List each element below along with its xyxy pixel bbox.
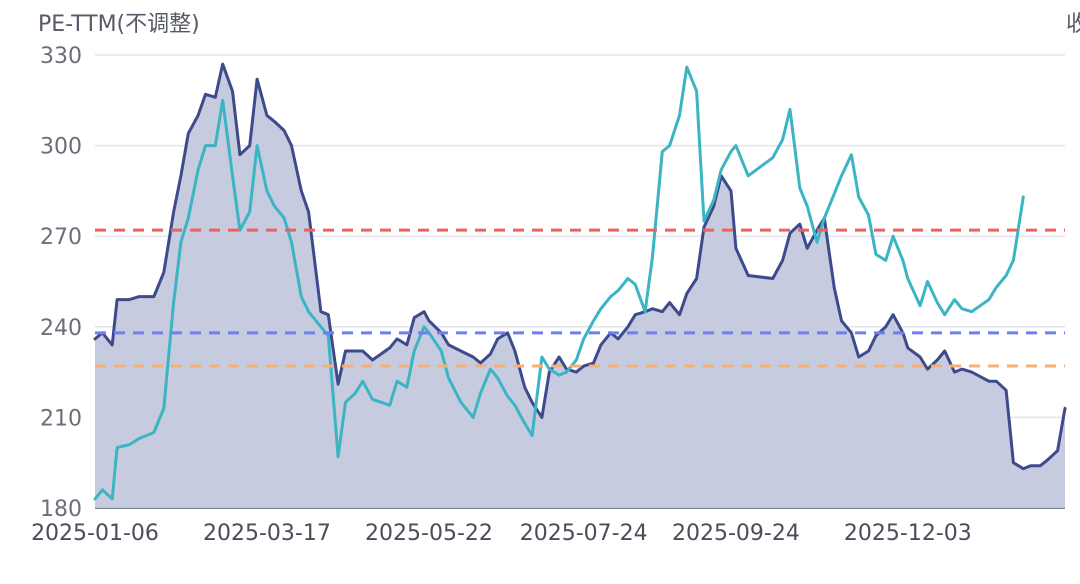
x-tick-label: 2025-01-06 xyxy=(31,521,159,546)
right-legend-label: 收 xyxy=(1066,12,1080,37)
series-1-area xyxy=(95,64,1065,508)
x-axis: 2025-01-06 2025-03-17 2025-05-22 2025-07-24… xyxy=(31,521,972,546)
y-tick-label: 270 xyxy=(40,225,82,250)
reference-lines xyxy=(95,228,1065,368)
x-tick-label: 2025-05-22 xyxy=(365,521,493,546)
chart-title: PE-TTM(不调整) xyxy=(38,12,200,37)
y-tick-label: 330 xyxy=(40,44,82,69)
y-axis: 330 300 270 240 210 180 xyxy=(40,44,82,522)
x-tick-label: 2025-07-24 xyxy=(520,521,648,546)
y-tick-label: 300 xyxy=(40,135,82,160)
series-1-line xyxy=(93,62,1067,471)
y-tick-label: 240 xyxy=(40,316,82,341)
series-lines xyxy=(93,62,1067,501)
x-tick-label: 2025-12-03 xyxy=(844,521,972,546)
x-tick-label: 2025-09-24 xyxy=(672,521,800,546)
y-tick-label: 180 xyxy=(40,497,82,522)
x-tick-label: 2025-03-17 xyxy=(203,521,331,546)
series-2-line xyxy=(93,65,1025,501)
series-area xyxy=(95,64,1065,508)
y-tick-label: 210 xyxy=(40,406,82,431)
